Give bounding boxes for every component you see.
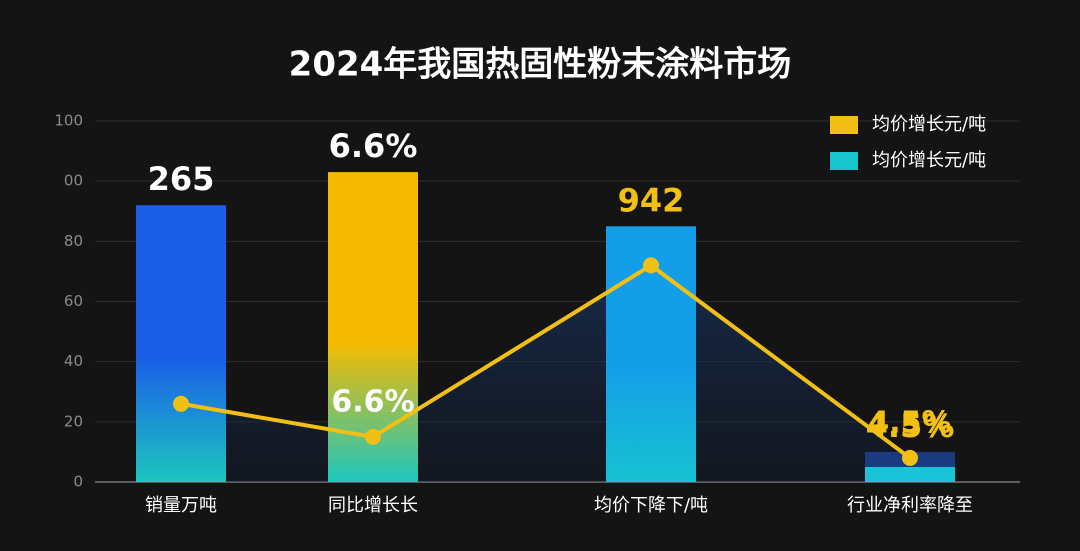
bar-label: 6.6% <box>329 127 418 165</box>
line-point <box>173 395 189 412</box>
chart-title: 2024年我国热固性粉末涂料市场 <box>289 45 792 85</box>
bar <box>136 205 226 482</box>
x-tick-label: 均价下降下/吨 <box>594 495 708 516</box>
line-label: 6.6% <box>331 384 414 419</box>
line <box>180 263 912 460</box>
y-tick-label: 80 <box>64 232 83 250</box>
x-tick-label: 同比增长长 <box>328 495 418 516</box>
legend-label: 均价增长元/吨 <box>872 150 986 171</box>
y-tick-label: 0 <box>73 473 83 491</box>
y-tick-label: 100 <box>54 112 83 130</box>
bar-label: 265 <box>148 160 215 198</box>
y-tick-label: 40 <box>64 352 83 370</box>
line-area <box>181 265 910 482</box>
bar-label: 4.5% <box>866 407 955 445</box>
line-point <box>902 449 918 466</box>
y-tick-label: 20 <box>64 412 83 430</box>
y-tick-label: 00 <box>64 172 83 190</box>
x-tick-label: 行业净利率降至 <box>847 495 973 516</box>
line-point <box>643 257 659 274</box>
line-point <box>365 428 381 445</box>
legend-swatch <box>830 152 858 170</box>
legend-label: 均价增长元/吨 <box>872 114 986 135</box>
x-tick-label: 销量万吨 <box>145 495 217 516</box>
legend-swatch <box>830 116 858 134</box>
bar-label: 942 <box>618 181 685 219</box>
line-label: 4.5% <box>868 405 951 440</box>
y-tick-label: 60 <box>64 292 83 310</box>
